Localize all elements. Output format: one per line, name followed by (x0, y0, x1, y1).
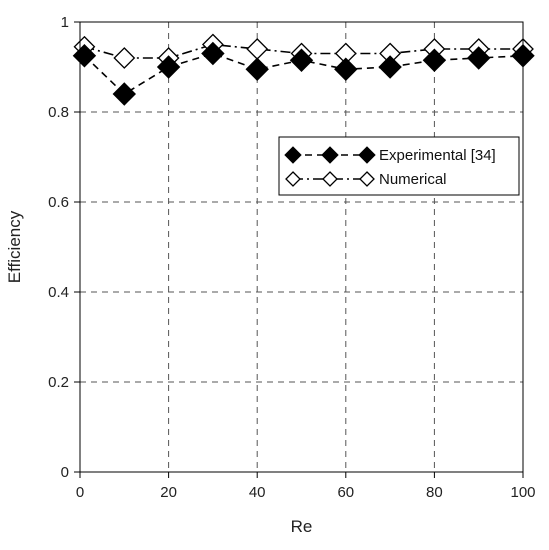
legend-marker-numerical (322, 171, 338, 187)
legend-box (278, 136, 520, 196)
y-tick-label: 0.6 (48, 194, 69, 211)
legend-marker-experimental (284, 146, 302, 164)
experimental-data-point (378, 55, 402, 79)
x-axis-title: Re (291, 517, 313, 536)
x-tick-label: 0 (76, 484, 84, 501)
experimental-data-point (334, 57, 358, 81)
legend-marker-experimental (358, 146, 376, 164)
numerical-data-point (113, 47, 136, 69)
series-experimental (72, 41, 535, 106)
x-tick-label: 80 (426, 484, 443, 501)
experimental-data-point (112, 82, 137, 106)
legend-marker-numerical (285, 171, 301, 187)
experimental-data-point (156, 55, 181, 79)
y-tick-label: 0.8 (48, 104, 69, 121)
experimental-data-point (245, 57, 269, 81)
experimental-data-point (201, 41, 225, 66)
x-tick-label: 60 (337, 484, 354, 501)
x-tick-label: 100 (510, 484, 535, 501)
legend-label-experimental: Experimental [34] (379, 147, 496, 164)
legend-label-numerical: Numerical (379, 171, 447, 188)
experimental-data-point (289, 48, 314, 72)
legend-marker-experimental (321, 146, 339, 164)
experimental-data-point (72, 44, 97, 68)
legend-marker-numerical (359, 171, 375, 187)
y-axis-title: Efficiency (5, 210, 24, 283)
legend-samples (284, 146, 376, 187)
plot-frame (79, 21, 524, 473)
x-tick-label: 40 (249, 484, 266, 501)
grid (80, 22, 523, 472)
y-tick-label: 0.2 (48, 374, 69, 391)
axis-ticks: 0 20 40 60 80 100 0 0.2 0.4 0.6 0.8 1 (48, 14, 535, 501)
experimental-data-point (466, 46, 491, 70)
plot-series (72, 33, 535, 106)
numerical-data-point (246, 38, 269, 60)
legend: Experimental [34] Numerical (278, 136, 520, 196)
y-tick-label: 0 (61, 464, 69, 481)
y-tick-label: 0.4 (48, 284, 69, 301)
x-tick-label: 20 (160, 484, 177, 501)
y-tick-label: 1 (61, 14, 69, 31)
experimental-data-point (422, 48, 447, 72)
